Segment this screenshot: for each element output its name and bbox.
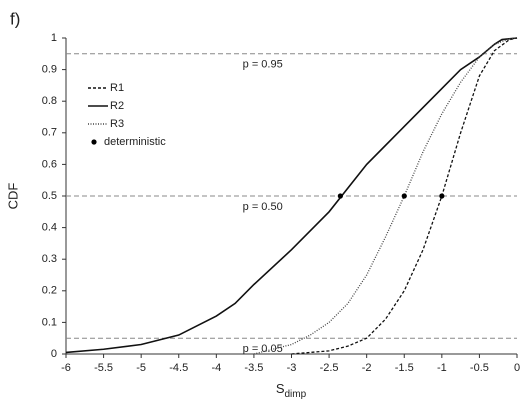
- y-tick-label: 0.4: [42, 222, 57, 234]
- legend-swatch: [91, 139, 97, 145]
- x-axis-label: Sdimp: [276, 381, 307, 399]
- deterministic-point: [439, 193, 445, 199]
- y-tick-label: 0.2: [42, 285, 57, 297]
- x-tick-label: 0: [514, 362, 520, 374]
- x-tick-label: -5: [136, 362, 146, 374]
- deterministic-point: [401, 193, 407, 199]
- x-tick-label: -3.5: [244, 362, 263, 374]
- y-tick-label: 0.8: [42, 95, 57, 107]
- reference-label: p = 0.05: [243, 343, 283, 355]
- x-axis-label-main: S: [276, 381, 285, 396]
- x-tick-label: -1: [437, 362, 447, 374]
- y-tick-label: 0: [51, 348, 57, 360]
- legend-label: R3: [110, 118, 124, 130]
- y-tick-label: 0.7: [42, 127, 57, 139]
- deterministic-point: [337, 193, 343, 199]
- legend-label: R2: [110, 100, 124, 112]
- series-line: [291, 37, 518, 355]
- x-tick-label: -4.5: [169, 362, 188, 374]
- x-tick-label: -2.5: [320, 362, 339, 374]
- y-tick-label: 0.1: [42, 316, 57, 328]
- x-tick-label: -0.5: [470, 362, 489, 374]
- y-tick-label: 0.5: [42, 190, 57, 202]
- x-tick-label: -4: [211, 362, 221, 374]
- y-tick-label: 0.6: [42, 158, 57, 170]
- y-tick-label: 0.3: [42, 253, 57, 265]
- reference-label: p = 0.95: [243, 59, 283, 71]
- series-line: [65, 37, 518, 354]
- x-tick-label: -3: [287, 362, 297, 374]
- x-tick-label: -1.5: [395, 362, 414, 374]
- x-axis-label-sub: dimp: [284, 389, 306, 400]
- y-axis-label: CDF: [5, 183, 20, 210]
- panel-label: f): [10, 9, 20, 28]
- y-tick-label: 0.9: [42, 64, 57, 76]
- x-tick-label: -2: [362, 362, 372, 374]
- legend-label: deterministic: [104, 136, 166, 148]
- y-tick-label: 1: [51, 32, 57, 44]
- x-tick-label: -5.5: [94, 362, 113, 374]
- x-tick-label: -6: [61, 362, 71, 374]
- reference-label: p = 0.50: [243, 201, 283, 213]
- legend-label: R1: [110, 82, 124, 94]
